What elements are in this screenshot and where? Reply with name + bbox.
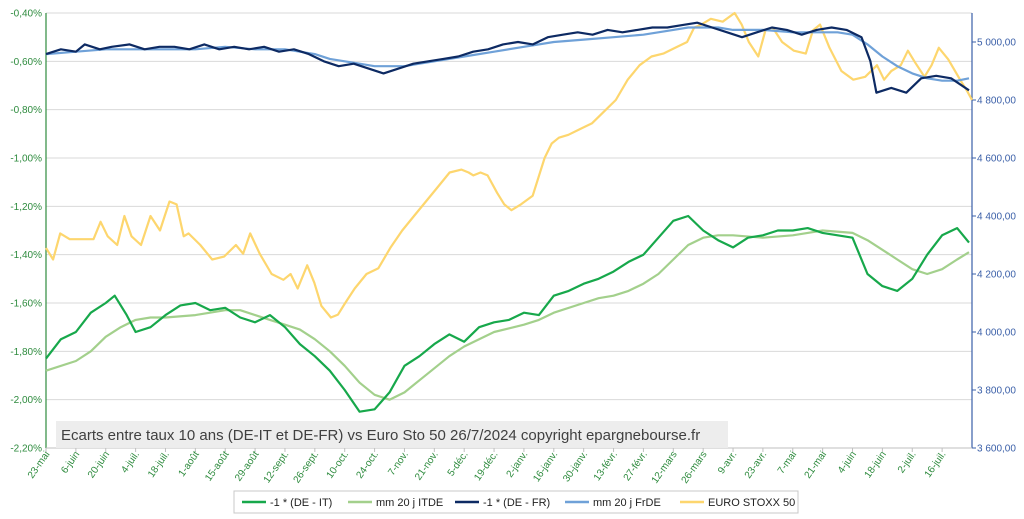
x-tick-label: 26-sept. <box>292 449 322 485</box>
chart-caption: Ecarts entre taux 10 ans (DE-IT et DE-FR… <box>61 427 700 444</box>
left-tick-label: -1,20% <box>10 202 42 213</box>
series-group <box>45 11 973 413</box>
left-tick-label: -0,60% <box>10 57 42 68</box>
series-line-2 <box>45 21 970 94</box>
right-axis: 3 600,00 3 800,00 4 000,00 4 200,00 4 400,00… <box>971 13 1016 455</box>
left-tick-label: -1,00% <box>10 154 42 165</box>
x-tick-label: 19-déc. <box>472 449 500 483</box>
x-tick-label: 29-août <box>233 449 262 483</box>
left-tick-label: -2,00% <box>10 395 42 406</box>
x-tick-label: 16-juil. <box>923 449 949 479</box>
x-tick-label: 9-avr. <box>716 449 739 476</box>
x-tick-label: 18-juil. <box>146 449 172 479</box>
x-tick-label: 15-août <box>203 449 232 483</box>
x-tick-label: 12-mars <box>650 449 680 485</box>
x-tick-label: 2-janv. <box>505 449 531 479</box>
legend: -1 * (DE - IT) mm 20 j ITDE -1 * (DE - FR)… <box>233 490 799 514</box>
left-axis: -0,40% -0,60% -0,80% -1,00% -1,20% -1,40% -1,6… <box>10 9 47 455</box>
right-tick-label: 3 600,00 <box>977 444 1016 455</box>
left-tick-label: -1,80% <box>10 347 42 358</box>
series-line-3 <box>45 26 970 82</box>
x-tick-label: 12-sept. <box>262 449 292 485</box>
right-tick-label: 4 400,00 <box>977 212 1016 223</box>
x-tick-label: 30-janv. <box>561 449 590 484</box>
right-tick-label: 4 200,00 <box>977 270 1016 281</box>
left-tick-label: -2,20% <box>10 444 42 455</box>
left-tick-label: -1,60% <box>10 299 42 310</box>
x-tick-label: 21-nov. <box>413 449 441 482</box>
x-tick-label: 6-juin <box>59 449 82 475</box>
legend-label: mm 20 j FrDE <box>593 497 661 509</box>
x-tick-label: 4-juin <box>836 449 859 475</box>
x-tick-label: 7-mai <box>776 449 799 476</box>
x-tick-label: 16-janv. <box>531 449 560 484</box>
x-tick-label: 24-oct. <box>354 449 381 480</box>
x-tick-label: 21-mai <box>803 449 830 480</box>
caption-box: Ecarts entre taux 10 ans (DE-IT et DE-FR… <box>56 421 728 448</box>
x-tick-label: 23-avr. <box>743 449 770 480</box>
x-tick-label: 10-oct. <box>325 449 352 480</box>
x-tick-label: 18-juin <box>863 449 889 480</box>
legend-label: EURO STOXX 50 <box>708 497 795 509</box>
legend-label: -1 * (DE - IT) <box>270 497 332 509</box>
x-tick-label: 4-juil. <box>119 449 142 475</box>
series-line-4 <box>45 11 973 319</box>
series-line-0 <box>45 214 970 413</box>
legend-items: -1 * (DE - IT) mm 20 j ITDE -1 * (DE - FR)… <box>242 497 795 509</box>
series-line-1 <box>45 229 970 401</box>
right-tick-label: 3 800,00 <box>977 386 1016 397</box>
x-tick-label: 1-août <box>177 449 202 479</box>
right-tick-label: 4 600,00 <box>977 154 1016 165</box>
x-tick-label: 5-déc. <box>446 449 471 478</box>
left-tick-label: -0,80% <box>10 105 42 116</box>
right-tick-label: 4 000,00 <box>977 328 1016 339</box>
left-tick-label: -1,40% <box>10 250 42 261</box>
x-tick-label: 27-févr. <box>622 449 650 483</box>
legend-label: mm 20 j ITDE <box>376 497 443 509</box>
legend-label: -1 * (DE - FR) <box>483 497 550 509</box>
right-tick-label: 4 800,00 <box>977 96 1016 107</box>
x-tick-label: 20-juin <box>86 449 112 480</box>
x-tick-label: 13-févr. <box>592 449 620 483</box>
left-tick-label: -0,40% <box>10 9 42 20</box>
x-tick-label: 2-juil. <box>896 449 919 475</box>
x-tick-label: 26-mars <box>680 449 710 485</box>
x-axis: 23-mai 6-juin 20-juin 4-juil. 18-juil. 1-août… <box>26 447 972 486</box>
x-tick-label: 7-nov. <box>386 449 411 477</box>
right-tick-label: 5 000,00 <box>977 38 1016 49</box>
